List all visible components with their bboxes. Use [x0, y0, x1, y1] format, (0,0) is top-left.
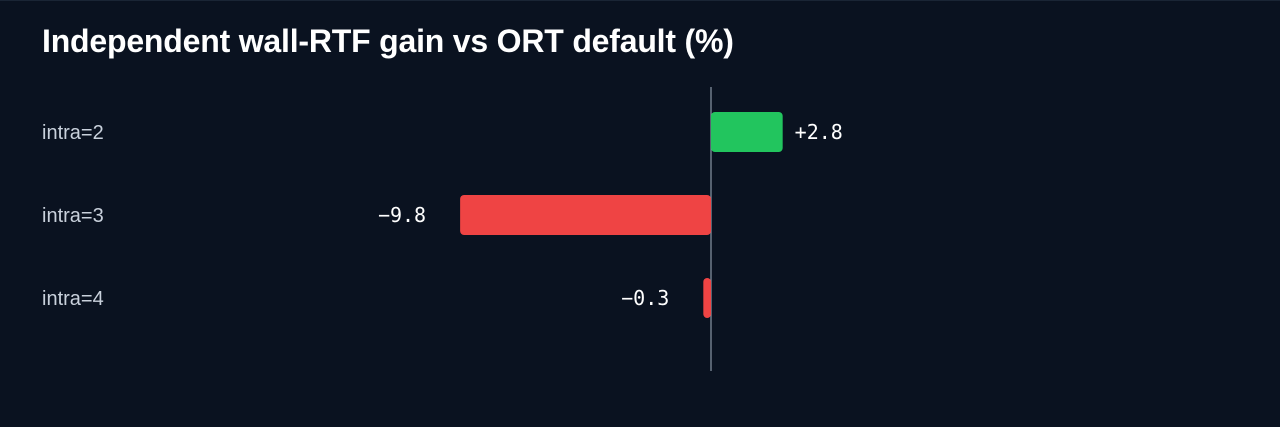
bar — [460, 195, 711, 235]
value-label: −9.8 — [378, 203, 426, 227]
chart-title: Independent wall-RTF gain vs ORT default… — [42, 23, 734, 59]
bar — [703, 278, 711, 318]
category-label: intra=3 — [42, 205, 104, 227]
category-label: intra=2 — [42, 122, 104, 144]
value-label: −0.3 — [621, 286, 669, 310]
value-label: +2.8 — [795, 120, 843, 144]
bar — [711, 112, 783, 152]
category-label: intra=4 — [42, 288, 104, 310]
